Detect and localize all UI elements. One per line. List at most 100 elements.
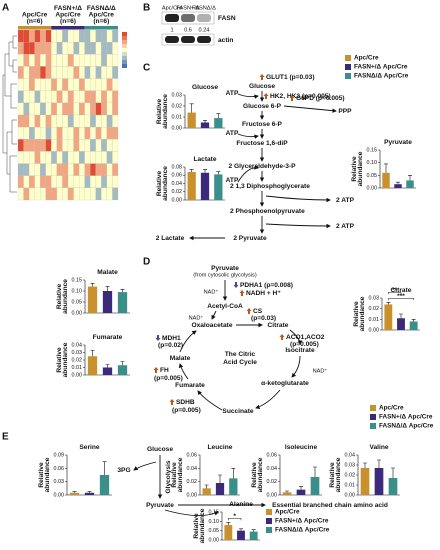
- heat-cell: [62, 163, 69, 176]
- chart-title: Pyruvate: [384, 139, 412, 146]
- direction-arrow: [246, 308, 252, 314]
- y-axis-label: abundance: [335, 457, 342, 492]
- error-bar: [226, 521, 231, 526]
- y-axis-label: Relative: [351, 156, 358, 182]
- heat-cell: [67, 90, 74, 103]
- y-tick-label: 0.03: [72, 350, 83, 356]
- chart-title: Isoleucine: [285, 444, 318, 451]
- bar: [117, 292, 128, 313]
- heat-cell: [90, 163, 96, 176]
- y-tick-label: 0.02: [267, 479, 278, 485]
- label: Pyruvate: [146, 502, 174, 509]
- heat-cell: [84, 102, 91, 116]
- bar: [117, 365, 128, 375]
- heat-cell: [56, 151, 63, 164]
- heat-cell: [84, 175, 91, 188]
- heat-cell: [29, 151, 35, 164]
- heat-cell: [29, 90, 35, 103]
- dendrogram: [2, 35, 17, 193]
- label: FASNΔ/Δ Apc/Cre: [354, 73, 409, 80]
- bar: [215, 483, 225, 495]
- key-cell: [122, 48, 127, 52]
- heat-cell: [112, 163, 119, 176]
- y-tick-label: 0.15: [209, 509, 220, 515]
- label: 2 ATP: [336, 197, 355, 204]
- heat-cell: [51, 90, 57, 103]
- label: Pyruvate: [211, 265, 239, 272]
- heat-cell: [62, 114, 69, 128]
- bar: [187, 171, 196, 200]
- bar: [202, 488, 211, 495]
- bar: [84, 492, 95, 495]
- heat-cell: [79, 78, 85, 91]
- heat-cell: [17, 78, 24, 91]
- heat-cell: [17, 139, 24, 152]
- y-tick-label: 0.10: [367, 160, 378, 166]
- heat-cell: [56, 114, 63, 128]
- heat-cell: [29, 175, 35, 188]
- y-axis-label: Relative: [353, 301, 360, 327]
- heat-cell: [67, 187, 74, 201]
- heat-cell: [23, 139, 30, 152]
- heat-cell: [23, 29, 30, 43]
- heat-cell: [112, 114, 119, 128]
- heat-cell: [106, 151, 113, 164]
- heat-cell: [101, 175, 107, 188]
- heat-cell: [95, 114, 102, 128]
- heat-cell: [79, 175, 85, 188]
- heat-cell: [17, 187, 24, 201]
- error-bar: [87, 491, 92, 493]
- y-tick-label: 0.00: [367, 185, 378, 191]
- heat-cell: [17, 54, 24, 67]
- heat-cell: [62, 29, 69, 43]
- y-axis-label: abundance: [162, 94, 169, 129]
- y-tick-label: 0.02: [369, 306, 380, 312]
- y-tick-label: 0.02: [172, 189, 183, 195]
- label: Acetyl-CoA: [207, 303, 243, 310]
- key-cell: [122, 60, 127, 64]
- heat-cell: [73, 127, 80, 140]
- bar: [102, 291, 113, 313]
- chart-title: Lactate: [193, 156, 216, 163]
- y-axis-label: Relative: [193, 513, 200, 539]
- heat-cell: [79, 127, 85, 140]
- heat-cell: [56, 139, 63, 152]
- bar: [406, 180, 414, 188]
- heat-cell: [90, 42, 96, 55]
- error-bar: [189, 103, 194, 113]
- y-tick-label: 0.01: [72, 365, 83, 371]
- heat-cell: [95, 90, 102, 103]
- heat-cell: [23, 151, 30, 164]
- chart-title: Malate: [97, 269, 118, 276]
- heat-cell: [73, 66, 80, 79]
- bar: [374, 468, 384, 495]
- label: 2 1,3 Diphosphoglycerate: [230, 183, 310, 190]
- legend-swatch: [266, 509, 272, 515]
- heat-cell: [34, 163, 41, 176]
- label: Isocitrate: [285, 347, 315, 354]
- y-tick-label: 0.03: [54, 479, 65, 485]
- heat-cell: [67, 66, 74, 79]
- heat-cell: [84, 163, 91, 176]
- heat-cell: [62, 102, 69, 116]
- heat-cell: [112, 151, 119, 164]
- heat-cell: [17, 151, 24, 164]
- heat-cell: [45, 78, 52, 91]
- error-bar: [251, 529, 256, 532]
- heat-cell: [79, 42, 85, 55]
- y-axis-label: abundance: [177, 457, 184, 492]
- label: 2 Phosphoenolpyruvate: [230, 208, 305, 215]
- heat-cell: [112, 54, 119, 67]
- y-tick-label: 0.00: [267, 492, 278, 498]
- bar: [237, 530, 245, 540]
- heat-cell: [106, 163, 113, 176]
- error-bar: [313, 466, 317, 477]
- group-bar: [84, 26, 118, 30]
- bar: [409, 321, 418, 330]
- legend-swatch: [345, 73, 351, 79]
- heat-cell: [90, 78, 96, 91]
- heat-cell: [106, 90, 113, 103]
- error-bar: [231, 468, 236, 479]
- heat-cell: [34, 151, 41, 164]
- heat-cell: [40, 139, 46, 152]
